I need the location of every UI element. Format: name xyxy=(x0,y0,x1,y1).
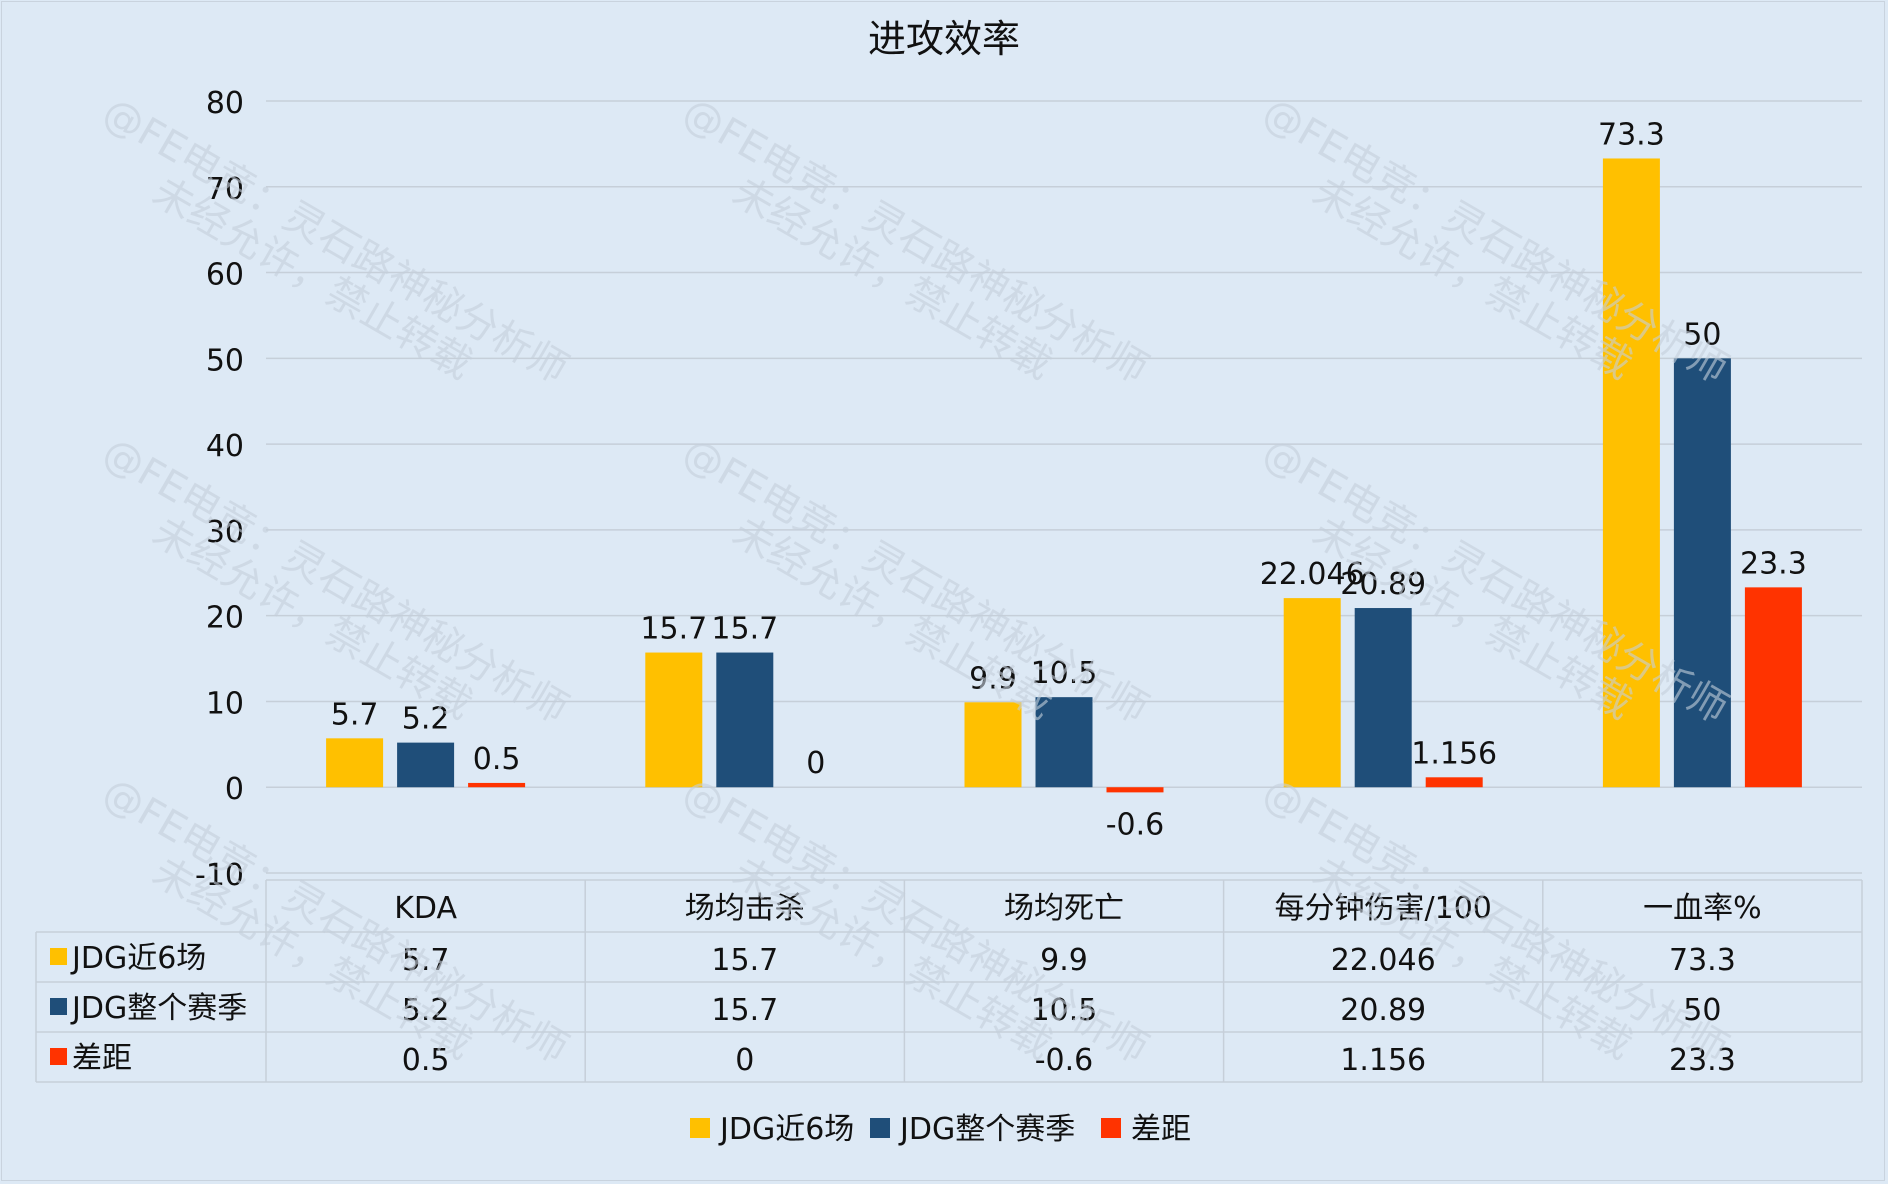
data-label: 50 xyxy=(1683,317,1721,352)
data-label: 9.9 xyxy=(969,661,1017,696)
bar xyxy=(1106,787,1164,793)
y-tick-label: 50 xyxy=(206,343,244,378)
chart-title: 进攻效率 xyxy=(868,17,1020,61)
y-tick-label: 60 xyxy=(206,258,244,293)
bar xyxy=(397,742,455,788)
table-cell: 1.156 xyxy=(1340,1043,1426,1078)
bar xyxy=(1744,587,1802,788)
x-category-label: 场均死亡 xyxy=(1004,891,1124,926)
table-cell: 5.7 xyxy=(402,943,450,978)
y-tick-label: 70 xyxy=(206,172,244,207)
table-cell: -0.6 xyxy=(1035,1043,1094,1078)
data-label: 15.7 xyxy=(711,612,778,647)
bar xyxy=(1283,598,1341,788)
y-tick-label: 80 xyxy=(206,86,244,121)
table-cell: 50 xyxy=(1683,993,1721,1028)
legend-label: 差距 xyxy=(1131,1112,1191,1147)
bar xyxy=(1425,777,1483,788)
watermark-text: @FE电竞：灵石路神秘分析师 xyxy=(95,89,576,393)
table-cell: 10.5 xyxy=(1031,993,1098,1028)
table-legend-key xyxy=(50,998,67,1015)
data-label: 1.156 xyxy=(1411,736,1497,771)
watermark-text: @FE电竞：灵石路神秘分析师 xyxy=(95,769,576,1073)
table-cell: 20.89 xyxy=(1340,993,1426,1028)
y-tick-label: 20 xyxy=(206,601,244,636)
bar xyxy=(468,782,526,788)
table-cell: 9.9 xyxy=(1040,943,1088,978)
y-tick-label: 10 xyxy=(206,686,244,721)
data-label: -0.6 xyxy=(1106,807,1165,842)
table-row-label: JDG整个赛季 xyxy=(70,991,247,1026)
bar xyxy=(1602,158,1660,788)
x-category-label: KDA xyxy=(394,891,457,926)
legend-swatch xyxy=(870,1118,890,1138)
legend-swatch xyxy=(690,1118,710,1138)
data-label: 20.89 xyxy=(1340,567,1426,602)
data-label: 10.5 xyxy=(1031,656,1098,691)
y-tick-label: 30 xyxy=(206,515,244,550)
table-cell: 5.2 xyxy=(402,993,450,1028)
y-tick-label: 0 xyxy=(225,772,244,807)
bar xyxy=(964,702,1022,788)
x-category-label: 一血率% xyxy=(1643,891,1762,926)
table-cell: 0.5 xyxy=(402,1043,450,1078)
table-cell: 23.3 xyxy=(1669,1043,1736,1078)
table-legend-key xyxy=(50,948,67,965)
legend-swatch xyxy=(1101,1118,1121,1138)
watermark-text: @FE电竞：灵石路神秘分析师 xyxy=(675,89,1156,393)
watermark-text: @FE电竞：灵石路神秘分析师 xyxy=(95,429,576,733)
data-label: 73.3 xyxy=(1598,117,1665,152)
legend-label: JDG整个赛季 xyxy=(898,1112,1075,1147)
table-legend-key xyxy=(50,1048,67,1065)
table-cell: 22.046 xyxy=(1331,943,1436,978)
table-cell: 15.7 xyxy=(711,943,778,978)
table-row-label: 差距 xyxy=(72,1041,132,1076)
y-tick-label: 40 xyxy=(206,429,244,464)
bar xyxy=(1673,358,1731,788)
data-label: 0 xyxy=(806,746,825,781)
bar xyxy=(1035,697,1093,788)
bar xyxy=(326,738,384,788)
table-cell: 0 xyxy=(735,1043,754,1078)
table-cell: 15.7 xyxy=(711,993,778,1028)
data-label: 0.5 xyxy=(473,742,521,777)
bar xyxy=(716,652,774,788)
data-label: 5.2 xyxy=(402,702,450,737)
table-cell: 73.3 xyxy=(1669,943,1736,978)
bar xyxy=(1354,608,1412,788)
x-category-label: 场均击杀 xyxy=(685,891,805,926)
x-category-label: 每分钟伤害/100 xyxy=(1275,891,1492,926)
y-tick-label: -10 xyxy=(195,858,244,893)
legend-label: JDG近6场 xyxy=(718,1112,854,1147)
bar xyxy=(645,652,703,788)
data-label: 15.7 xyxy=(640,612,707,647)
data-label: 22.046 xyxy=(1260,557,1365,592)
data-label: 5.7 xyxy=(331,697,379,732)
table-row-label: JDG近6场 xyxy=(70,941,206,976)
data-label: 23.3 xyxy=(1740,546,1807,581)
